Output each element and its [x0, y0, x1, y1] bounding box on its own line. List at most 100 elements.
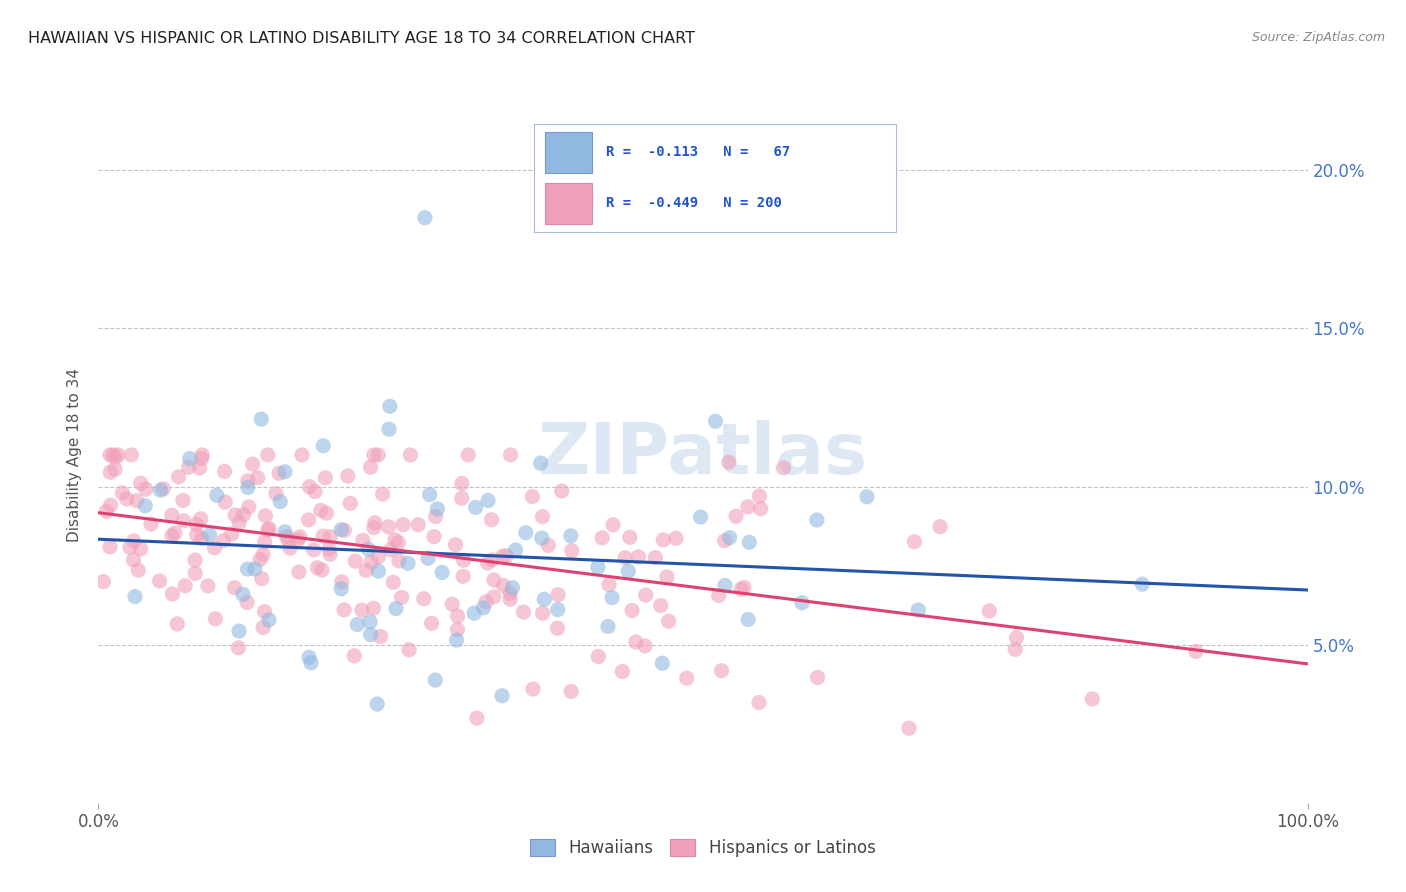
Point: [531, 606, 554, 620]
Point: [561, 543, 583, 558]
Point: [249, 552, 271, 566]
Point: [360, 555, 382, 569]
Text: ZIPatlas: ZIPatlas: [538, 420, 868, 490]
Point: [212, 533, 235, 548]
Point: [221, 526, 243, 541]
Point: [287, 533, 309, 548]
Point: [446, 623, 468, 637]
Point: [382, 575, 405, 590]
Point: [224, 508, 246, 522]
Point: [419, 488, 441, 502]
Point: [547, 602, 569, 616]
Point: [152, 482, 174, 496]
Y-axis label: Disability Age 18 to 34: Disability Age 18 to 34: [67, 368, 83, 542]
Point: [377, 520, 399, 534]
Point: [256, 523, 278, 537]
Point: [291, 448, 314, 462]
Point: [748, 696, 770, 710]
Point: [897, 721, 920, 735]
Point: [446, 609, 468, 624]
Point: [560, 684, 582, 698]
Point: [198, 528, 221, 542]
Point: [333, 603, 356, 617]
Point: [634, 639, 657, 653]
Point: [252, 620, 274, 634]
Point: [98, 465, 121, 479]
Point: [236, 474, 259, 488]
Point: [359, 615, 381, 629]
Point: [228, 624, 250, 638]
Point: [707, 589, 730, 603]
Point: [675, 671, 697, 685]
Point: [104, 450, 127, 465]
Point: [330, 523, 353, 537]
Text: HAWAIIAN VS HISPANIC OR LATINO DISABILITY AGE 18 TO 34 CORRELATION CHART: HAWAIIAN VS HISPANIC OR LATINO DISABILIT…: [28, 31, 695, 46]
Point: [167, 470, 190, 484]
Point: [120, 448, 142, 462]
Point: [278, 541, 301, 556]
Point: [718, 531, 741, 545]
Point: [252, 548, 274, 562]
Point: [738, 535, 761, 549]
Point: [267, 467, 290, 481]
Point: [391, 591, 413, 605]
Point: [129, 541, 152, 556]
Point: [250, 572, 273, 586]
Point: [205, 488, 228, 502]
Point: [367, 564, 389, 578]
Point: [139, 517, 162, 532]
Point: [533, 592, 555, 607]
Point: [93, 574, 115, 589]
Point: [547, 588, 569, 602]
Point: [135, 482, 157, 496]
Point: [242, 457, 264, 471]
Point: [96, 504, 118, 518]
Point: [364, 516, 387, 530]
Point: [515, 525, 537, 540]
Point: [100, 498, 122, 512]
Point: [315, 506, 337, 520]
Point: [118, 541, 141, 555]
Text: Source: ZipAtlas.com: Source: ZipAtlas.com: [1251, 31, 1385, 45]
Point: [465, 711, 488, 725]
Point: [314, 471, 336, 485]
Point: [482, 590, 505, 604]
Point: [619, 530, 641, 544]
Point: [190, 532, 212, 546]
Point: [257, 613, 280, 627]
Point: [186, 517, 208, 532]
Point: [655, 570, 678, 584]
Point: [499, 592, 522, 607]
Point: [346, 617, 368, 632]
Point: [596, 619, 619, 633]
Point: [430, 566, 453, 580]
Point: [298, 650, 321, 665]
Point: [495, 549, 517, 563]
Point: [806, 670, 828, 684]
Point: [522, 681, 544, 696]
Point: [288, 565, 311, 579]
Point: [228, 640, 250, 655]
Point: [115, 491, 138, 506]
Point: [174, 579, 197, 593]
Point: [363, 601, 385, 615]
Point: [1185, 644, 1208, 658]
Point: [651, 657, 673, 671]
Point: [232, 587, 254, 601]
Point: [318, 541, 340, 556]
Point: [214, 464, 236, 478]
Point: [704, 414, 727, 428]
Point: [482, 573, 505, 587]
Point: [319, 547, 342, 561]
Point: [309, 503, 332, 517]
Point: [256, 448, 278, 462]
Point: [665, 532, 688, 546]
Point: [624, 635, 647, 649]
Point: [453, 553, 475, 567]
Point: [343, 648, 366, 663]
Point: [254, 508, 277, 523]
Point: [710, 664, 733, 678]
Point: [537, 538, 560, 552]
Point: [634, 588, 657, 602]
Point: [339, 496, 361, 510]
